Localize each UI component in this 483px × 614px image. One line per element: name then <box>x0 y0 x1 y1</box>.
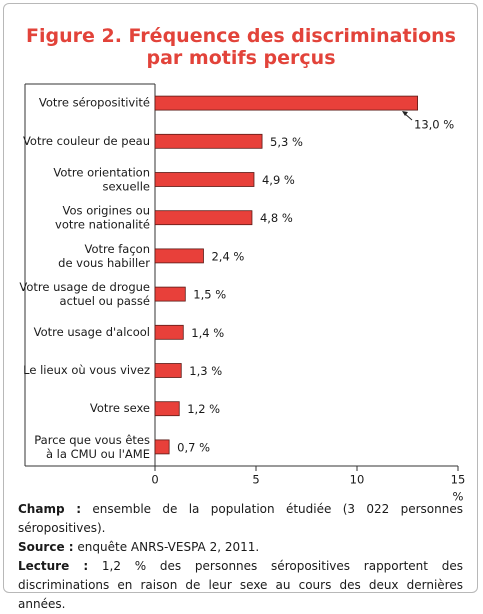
x-tick-label: 5 <box>252 473 259 487</box>
value-label: 4,8 % <box>260 211 293 225</box>
bar <box>154 286 186 302</box>
note-text: 1,2 % des personnes séropositives rappor… <box>18 559 463 611</box>
bar <box>154 95 419 111</box>
x-tick-label: 10 <box>350 473 365 487</box>
value-label: 4,9 % <box>262 173 295 187</box>
bar <box>154 210 253 226</box>
note: Champ : ensemble de la population étudié… <box>18 500 463 538</box>
bar <box>154 172 255 187</box>
category-label: Parce que vous êtes à la CMU ou l'AME <box>34 432 150 460</box>
category-label: Votre sexe <box>90 401 150 415</box>
category-label: Votre couleur de peau <box>23 134 150 148</box>
value-label: 2,4 % <box>211 249 244 263</box>
bar <box>154 439 170 455</box>
category-label: Votre orientation sexuelle <box>53 165 150 193</box>
value-label: 5,3 % <box>270 135 303 149</box>
frame <box>3 3 478 593</box>
category-label: Votre usage de drogue actuel ou passé <box>19 280 150 308</box>
value-label: 1,4 % <box>191 326 224 340</box>
value-label: 1,5 % <box>193 288 226 302</box>
x-tick-label: 15 <box>451 473 466 487</box>
value-label: 0,7 % <box>177 440 210 454</box>
category-label: Votre façon de vous habiller <box>58 241 150 269</box>
chart: Figure 2. Fréquence des discriminations p… <box>19 25 466 504</box>
note: Source : enquête ANRS-VESPA 2, 2011. <box>18 538 463 557</box>
note-text: ensemble de la population étudiée (3 022… <box>18 502 463 535</box>
x-tick-label: 0 <box>151 473 158 487</box>
bar <box>154 133 263 149</box>
category-label: Le lieux où vous vivez <box>23 363 150 377</box>
category-label: Votre usage d'alcool <box>34 325 150 339</box>
value-label: 1,2 % <box>187 402 220 416</box>
note-text: enquête ANRS-VESPA 2, 2011. <box>77 540 260 554</box>
category-label: Vos origines ou votre nationalité <box>55 203 150 231</box>
note-label: Lecture : <box>18 559 89 573</box>
bar <box>154 248 204 264</box>
value-label: 13,0 % <box>414 118 454 132</box>
x-axis-label: % <box>453 490 464 504</box>
page: {"chart_data": {"type": "hbar", "title":… <box>3 3 478 611</box>
notes: Champ : ensemble de la population étudié… <box>18 500 463 614</box>
bar <box>154 324 184 340</box>
note-label: Source : <box>18 540 74 554</box>
category-label: Votre séropositivité <box>39 96 150 110</box>
chart-title: Figure 2. Fréquence des discriminations p… <box>26 25 456 69</box>
arrow-head <box>402 111 408 116</box>
bar <box>154 363 182 378</box>
bar <box>154 401 180 417</box>
value-label: 1,3 % <box>189 364 222 378</box>
note-label: Champ : <box>18 502 82 516</box>
note: Lecture : 1,2 % des personnes séropositi… <box>18 557 463 614</box>
